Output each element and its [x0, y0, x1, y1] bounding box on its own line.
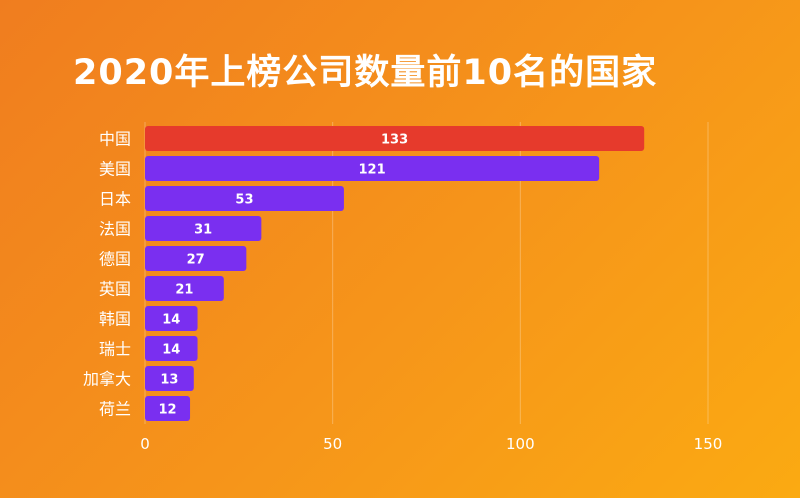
category-label: 荷兰 — [99, 400, 131, 419]
bar — [145, 336, 198, 361]
category-label: 英国 — [99, 280, 131, 299]
category-label: 韩国 — [99, 310, 131, 329]
bar — [145, 216, 262, 241]
bar — [145, 246, 247, 271]
x-tick-label: 150 — [694, 435, 723, 453]
category-label: 中国 — [99, 130, 131, 149]
chart-title: 2020年上榜公司数量前10名的国家 — [73, 53, 658, 93]
x-tick-label: 0 — [140, 435, 150, 453]
category-label: 法国 — [99, 220, 131, 239]
bar — [145, 396, 191, 421]
data-label: 133 — [381, 133, 408, 148]
data-label: 13 — [160, 373, 178, 388]
category-label: 日本 — [99, 190, 131, 209]
bar — [145, 276, 224, 301]
data-label: 21 — [175, 283, 193, 298]
bar — [145, 306, 198, 331]
category-label: 瑞士 — [99, 340, 131, 359]
category-label: 德国 — [99, 250, 131, 269]
bar — [145, 186, 344, 211]
data-label: 27 — [187, 253, 205, 268]
data-label: 53 — [235, 193, 253, 208]
data-label: 14 — [162, 343, 180, 358]
category-label: 加拿大 — [83, 370, 131, 389]
data-label: 14 — [162, 313, 180, 328]
x-tick-label: 50 — [323, 435, 342, 453]
category-label: 美国 — [99, 160, 131, 179]
data-label: 12 — [158, 403, 176, 418]
x-tick-label: 100 — [506, 435, 535, 453]
bar — [145, 366, 194, 391]
bar — [145, 156, 600, 181]
data-label: 31 — [194, 223, 212, 238]
bar — [145, 126, 645, 151]
data-label: 121 — [359, 163, 386, 178]
